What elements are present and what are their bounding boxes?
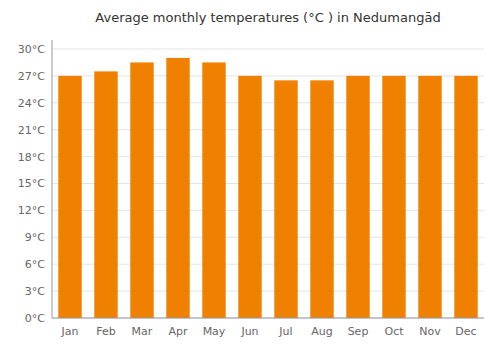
x-tick-label: Mar: [132, 325, 153, 338]
y-tick-label: 6°C: [25, 258, 45, 271]
x-tick-label: Feb: [96, 325, 115, 338]
bar: [58, 76, 81, 318]
x-axis-line: [52, 318, 484, 319]
bar: [94, 71, 117, 318]
y-tick-label: 15°C: [18, 177, 45, 190]
y-tick-label: 21°C: [18, 124, 45, 137]
bar: [166, 58, 189, 318]
bar: [382, 76, 405, 318]
bar: [130, 62, 153, 318]
x-tick-label: Oct: [384, 325, 404, 338]
y-tick-label: 3°C: [25, 285, 45, 298]
x-tick-label: Jan: [61, 325, 79, 338]
y-tick-label: 30°C: [18, 43, 45, 56]
x-tick-label: Apr: [168, 325, 188, 338]
bars: [58, 58, 477, 318]
x-tick-label: Nov: [419, 325, 441, 338]
y-tick-label: 24°C: [18, 97, 45, 110]
bar: [274, 80, 297, 318]
x-tick-label: Sep: [348, 325, 369, 338]
bar: [202, 62, 225, 318]
bar: [346, 76, 369, 318]
bar: [310, 80, 333, 318]
bar: [454, 76, 477, 318]
x-tick-label: Jun: [240, 325, 258, 338]
y-tick-label: 9°C: [25, 231, 45, 244]
chart-svg: Average monthly temperatures (°C ) in Ne…: [0, 0, 500, 350]
y-axis-line: [52, 40, 53, 318]
y-tick-label: 0°C: [25, 312, 45, 325]
x-tick-label: Dec: [455, 325, 476, 338]
y-tick-label: 12°C: [18, 204, 45, 217]
grid-line: [52, 318, 484, 319]
x-tick-label: Aug: [311, 325, 332, 338]
y-tick-label: 18°C: [18, 151, 45, 164]
bar: [418, 76, 441, 318]
chart-container: Average monthly temperatures (°C ) in Ne…: [0, 0, 500, 350]
grid-line: [52, 48, 484, 49]
bar: [238, 76, 261, 318]
y-tick-label: 27°C: [18, 70, 45, 83]
chart-title: Average monthly temperatures (°C ) in Ne…: [95, 10, 440, 25]
y-grid: [52, 49, 484, 318]
x-tick-label: May: [203, 325, 226, 338]
x-tick-label: Jul: [278, 325, 292, 338]
